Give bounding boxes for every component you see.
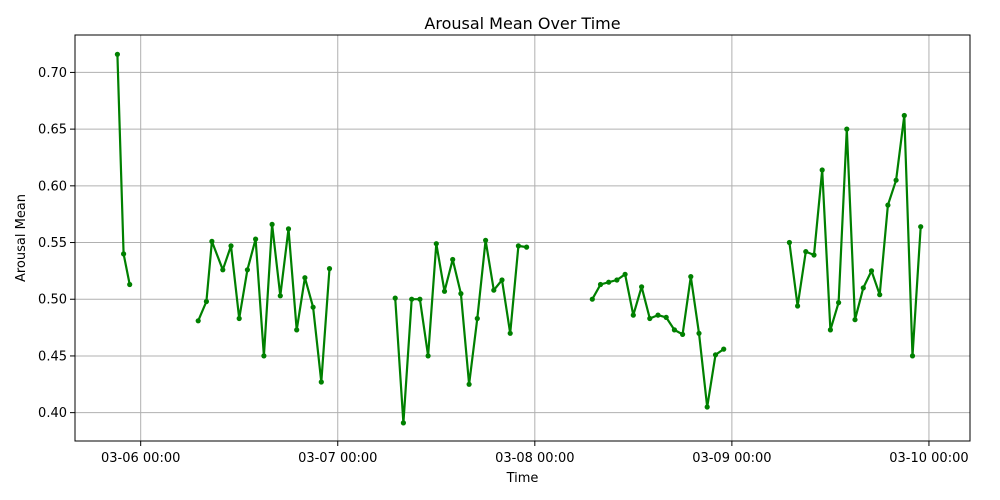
data-point [852,317,858,323]
x-ticks: 03-06 00:00 03-07 00:00 03-08 00:00 03-09 0… [101,441,969,466]
data-point [712,352,719,358]
data-point [901,112,907,119]
x-tick-label: 03-09 00:00 [692,451,771,466]
y-tick-label: 0.65 [38,123,67,138]
data-point [819,167,825,173]
data-point [885,202,891,208]
data-point [918,224,924,230]
data-point [277,293,283,299]
data-point [795,303,801,309]
data-point [458,291,464,297]
data-point [614,277,620,283]
data-point [836,300,842,306]
data-point [244,267,250,273]
data-point [811,252,817,258]
data-point [400,420,406,426]
data-point [704,404,710,410]
data-point [127,281,133,288]
y-tick-label: 0.50 [38,293,67,308]
data-point [597,281,604,288]
data-point [209,238,215,244]
data-point [253,236,259,242]
data-point [121,251,127,257]
y-tick-label: 0.70 [38,66,67,81]
data-point [507,330,513,336]
data-point [236,315,242,322]
data-point [860,285,866,291]
data-point [285,226,292,232]
y-ticks: 0.40 0.45 0.50 0.55 0.60 0.65 0.70 [38,66,75,421]
data-points [114,51,924,426]
data-point [622,271,628,277]
x-tick-label: 03-10 00:00 [889,451,968,466]
data-point [893,177,899,183]
data-point [483,237,489,243]
data-point [310,304,316,310]
data-point [114,51,120,57]
data-point [392,295,398,301]
data-point [491,287,497,293]
data-point [417,296,423,302]
data-point [606,279,612,285]
data-point [261,353,267,359]
data-point [680,331,686,337]
data-point [228,243,234,249]
data-point [721,346,727,352]
data-point [441,288,448,294]
y-tick-label: 0.55 [38,236,67,251]
y-tick-label: 0.45 [38,349,67,364]
data-point [195,318,201,324]
data-point [630,312,636,318]
data-point [515,243,522,249]
data-point [294,327,300,333]
data-point [433,241,439,247]
data-point [647,315,653,322]
x-tick-label: 03-08 00:00 [495,451,574,466]
y-tick-label: 0.60 [38,179,67,194]
data-point [220,267,226,273]
data-point [786,239,793,246]
data-point [663,314,669,320]
x-axis-label: Time [506,471,539,486]
data-point [499,277,505,283]
data-point [450,256,456,263]
data-point [302,275,308,281]
data-point [589,296,595,302]
data-point [671,327,678,333]
data-point [269,221,275,227]
data-point [639,284,645,290]
y-axis-label: Arousal Mean [14,194,29,282]
data-point [203,298,209,305]
data-point [868,268,875,274]
data-point [688,274,694,280]
data-point [318,379,324,385]
data-point [909,353,916,359]
data-point [326,266,333,272]
plot-frame [74,34,971,442]
data-point [877,292,883,298]
data-point [827,327,834,333]
data-point [474,315,480,322]
data-point [466,381,472,387]
y-tick-label: 0.40 [38,406,67,421]
data-point [696,330,702,336]
chart-title: Arousal Mean Over Time [424,14,620,33]
data-point [655,312,661,318]
data-point [844,126,850,132]
data-point [425,353,431,359]
x-tick-label: 03-06 00:00 [101,451,180,466]
data-point [524,244,530,250]
data-point [409,296,415,302]
data-point [803,249,809,255]
x-tick-label: 03-07 00:00 [298,451,377,466]
